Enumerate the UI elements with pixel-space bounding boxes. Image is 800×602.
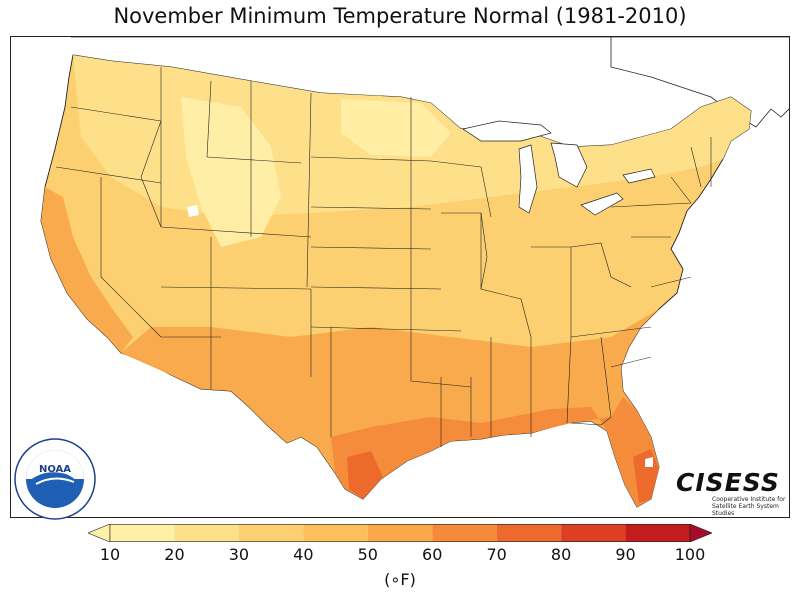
colorbar-tick-label: 50 bbox=[357, 545, 378, 564]
colorbar-extend-min bbox=[88, 524, 111, 542]
colorbar-bin bbox=[174, 524, 239, 542]
warm-south-band bbox=[121, 309, 659, 507]
colorbar-bin bbox=[496, 524, 562, 542]
cisess-subtitle-line-1: Cooperative Institute for bbox=[712, 496, 786, 503]
colorbar-bin bbox=[625, 524, 690, 542]
cisess-logo-text: CISESS bbox=[676, 468, 780, 497]
lake-ontario bbox=[622, 168, 656, 184]
cold-north-plains bbox=[341, 99, 451, 157]
noaa-logo: NOAA bbox=[14, 438, 96, 520]
colorbar-tick-label: 100 bbox=[674, 545, 706, 564]
colorbar-tick-label: 30 bbox=[228, 545, 250, 564]
lake-michigan bbox=[518, 144, 538, 214]
colorbar-bin bbox=[110, 524, 175, 542]
colorbar-tick-label: 80 bbox=[550, 545, 572, 564]
colorbar-tick-label: 10 bbox=[99, 545, 121, 564]
colorbar-bin bbox=[432, 524, 497, 542]
colorbar-tick-label: 90 bbox=[615, 545, 636, 564]
map-title: November Minimum Temperature Normal (198… bbox=[113, 4, 687, 28]
gulf-warm bbox=[331, 397, 659, 507]
colorbar-tick-label: 40 bbox=[293, 545, 314, 564]
colorbar-extend-max bbox=[689, 524, 712, 542]
colorbar-bin bbox=[367, 524, 433, 542]
cisess-subtitle-line-2: Satellite Earth System Studies bbox=[712, 503, 779, 517]
lake-superior bbox=[462, 120, 552, 142]
lake-okeechobee bbox=[645, 457, 653, 467]
noaa-logo-text: NOAA bbox=[38, 464, 72, 475]
colorbar-bin bbox=[303, 524, 368, 542]
california-coast bbox=[41, 187, 133, 353]
noaa-emblem-icon bbox=[14, 438, 96, 520]
colorbar-tick-label: 70 bbox=[486, 545, 507, 564]
temperature-map bbox=[40, 37, 789, 508]
lake-erie bbox=[580, 192, 624, 216]
colorbar-bin bbox=[238, 524, 304, 542]
map-area bbox=[10, 36, 790, 518]
colorbar-bin bbox=[561, 524, 626, 542]
colorbar-border bbox=[109, 524, 691, 542]
lake-huron bbox=[550, 142, 588, 188]
colorbar-tick-label: 60 bbox=[422, 545, 443, 564]
colorbar-tick-label: 20 bbox=[164, 545, 185, 564]
colorbar-ticks: 10 20 30 40 50 60 70 80 90 100 bbox=[0, 545, 800, 567]
cold-rockies bbox=[181, 97, 281, 247]
colorbar-units-label: (∘F) bbox=[384, 570, 416, 589]
cisess-logo: CISESS Cooperative Institute for Satelli… bbox=[676, 470, 786, 518]
colorbar bbox=[88, 524, 712, 542]
great-salt-lake bbox=[187, 205, 199, 217]
state-borders bbox=[55, 67, 712, 447]
south-texas-tip bbox=[347, 451, 383, 499]
